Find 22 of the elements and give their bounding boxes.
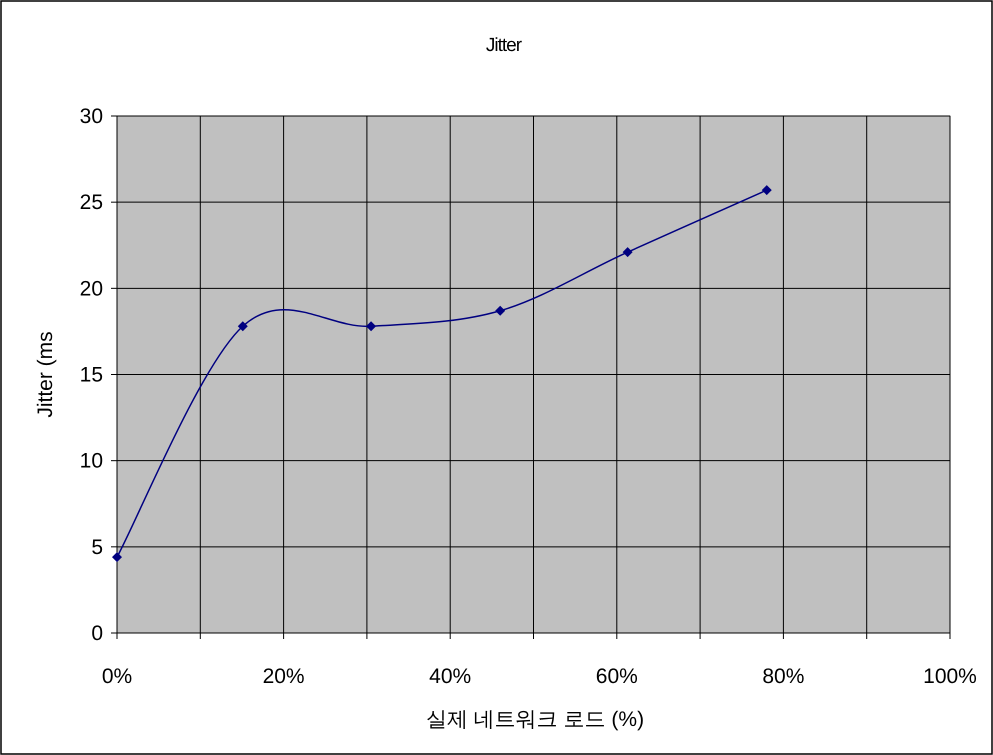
point: [366, 321, 376, 332]
x-tick-label: 100%: [923, 665, 977, 688]
x-tick-label: 20%: [262, 665, 305, 688]
x-tick-label: 60%: [596, 665, 638, 688]
x-tick-label: 40%: [429, 665, 472, 688]
x-axis-title: 실제 네트워크 로드 (%): [426, 708, 644, 731]
point: [238, 321, 248, 332]
y-tick-label: 10: [80, 450, 103, 473]
y-tick-label: 20: [80, 277, 103, 300]
y-tick-label: 25: [80, 191, 103, 214]
y-tick-label: 5: [91, 536, 103, 559]
y-tick-label: 0: [91, 622, 103, 645]
point: [495, 306, 506, 316]
point: [622, 247, 633, 258]
point: [762, 185, 772, 196]
x-tick-label: 0%: [102, 665, 132, 688]
x-tick-label: 80%: [762, 665, 804, 688]
y-axis-title: Jitter (ms: [34, 331, 57, 418]
y-tick-label: 15: [80, 364, 103, 386]
chart-title: Jitter: [486, 35, 523, 56]
point: [112, 552, 122, 562]
y-tick-label: 30: [80, 105, 103, 128]
